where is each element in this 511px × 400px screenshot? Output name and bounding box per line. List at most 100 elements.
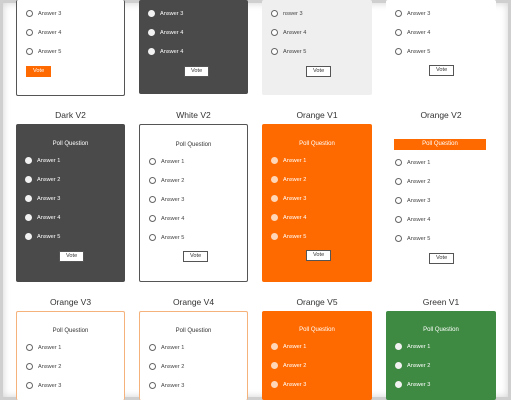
answer-option[interactable]: Answer 1 [395, 343, 430, 350]
radio-icon[interactable] [271, 157, 278, 164]
radio-icon[interactable] [271, 195, 278, 202]
radio-icon[interactable] [271, 381, 278, 388]
radio-icon[interactable] [149, 344, 156, 351]
answer-option[interactable]: Answer 2 [271, 362, 306, 369]
answer-option[interactable]: Answer 3 [26, 10, 61, 17]
radio-icon[interactable] [395, 216, 402, 223]
answer-option[interactable]: Answer 5 [149, 234, 184, 241]
answer-option[interactable]: Answer 1 [395, 159, 430, 166]
radio-icon[interactable] [148, 10, 155, 17]
answer-option[interactable]: Answer 4 [148, 48, 183, 55]
vote-button[interactable]: Vote [26, 66, 52, 77]
answer-option[interactable]: Answer 3 [149, 196, 184, 203]
vote-button[interactable]: Vote [429, 65, 455, 76]
answer-option[interactable]: Answer 3 [395, 197, 430, 204]
answer-option[interactable]: Answer 1 [149, 158, 184, 165]
answer-option[interactable]: Answer 5 [395, 48, 430, 55]
radio-icon[interactable] [271, 233, 278, 240]
radio-icon[interactable] [395, 381, 402, 388]
radio-icon[interactable] [149, 177, 156, 184]
radio-icon[interactable] [25, 157, 32, 164]
answer-option[interactable]: Answer 4 [271, 29, 306, 36]
answer-option[interactable]: Answer 2 [271, 176, 306, 183]
answer-option[interactable]: Answer 5 [395, 235, 430, 242]
vote-button[interactable]: Vote [429, 253, 455, 264]
answer-option[interactable]: Answer 3 [25, 195, 60, 202]
answer-option[interactable]: Answer 2 [149, 363, 184, 370]
radio-icon[interactable] [395, 48, 402, 55]
vote-button[interactable]: Vote [59, 251, 85, 262]
radio-icon[interactable] [271, 362, 278, 369]
radio-icon[interactable] [25, 214, 32, 221]
radio-icon[interactable] [271, 214, 278, 221]
answer-option[interactable]: Answer 2 [395, 362, 430, 369]
answer-option[interactable]: Answer 4 [26, 29, 61, 36]
answer-option[interactable]: Answer 4 [395, 216, 430, 223]
radio-icon[interactable] [148, 48, 155, 55]
radio-icon[interactable] [271, 48, 278, 55]
radio-icon[interactable] [395, 178, 402, 185]
radio-icon[interactable] [26, 344, 33, 351]
answer-option[interactable]: Answer 5 [26, 48, 61, 55]
answer-option[interactable]: Answer 3 [148, 10, 183, 17]
answer-option[interactable]: Answer 3 [395, 10, 430, 17]
radio-icon[interactable] [395, 159, 402, 166]
answer-option[interactable]: Answer 1 [271, 343, 306, 350]
answer-option[interactable]: Answer 4 [395, 29, 430, 36]
radio-icon[interactable] [148, 29, 155, 36]
radio-icon[interactable] [395, 197, 402, 204]
radio-icon[interactable] [25, 233, 32, 240]
radio-icon[interactable] [149, 234, 156, 241]
radio-icon[interactable] [271, 29, 278, 36]
vote-button[interactable]: Vote [184, 66, 210, 77]
answer-option[interactable]: Answer 4 [148, 29, 183, 36]
answer-option[interactable]: Answer 3 [395, 381, 430, 388]
radio-icon[interactable] [395, 362, 402, 369]
radio-icon[interactable] [395, 29, 402, 36]
answer-option[interactable]: Answer 2 [25, 176, 60, 183]
radio-icon[interactable] [149, 158, 156, 165]
radio-icon[interactable] [26, 10, 33, 17]
answer-option[interactable]: nswer 3 [271, 10, 303, 17]
vote-button[interactable]: Vote [306, 250, 332, 261]
answer-option[interactable]: Answer 3 [26, 382, 61, 389]
answer-label: Answer 4 [407, 216, 431, 223]
answer-option[interactable]: Answer 1 [25, 157, 60, 164]
radio-icon[interactable] [26, 363, 33, 370]
radio-icon[interactable] [26, 48, 33, 55]
card-body: Poll Question Answer 1 Answer 2 Answer 3 [139, 311, 248, 400]
radio-icon[interactable] [395, 235, 402, 242]
answer-option[interactable]: Answer 1 [271, 157, 306, 164]
answer-label: Answer 2 [407, 362, 431, 369]
radio-icon[interactable] [26, 29, 33, 36]
radio-icon[interactable] [271, 343, 278, 350]
answer-option[interactable]: Answer 4 [271, 214, 306, 221]
radio-icon[interactable] [25, 176, 32, 183]
radio-icon[interactable] [149, 215, 156, 222]
vote-button[interactable]: Vote [183, 251, 209, 262]
answer-option[interactable]: Answer 2 [395, 178, 430, 185]
answer-option[interactable]: Answer 3 [149, 382, 184, 389]
answer-label: Answer 5 [161, 234, 185, 241]
answer-option[interactable]: Answer 3 [271, 195, 306, 202]
radio-icon[interactable] [149, 196, 156, 203]
answer-option[interactable]: Answer 4 [149, 215, 184, 222]
radio-icon[interactable] [26, 382, 33, 389]
answer-option[interactable]: Answer 5 [25, 233, 60, 240]
answer-option[interactable]: Answer 5 [271, 48, 306, 55]
radio-icon[interactable] [395, 343, 402, 350]
radio-icon[interactable] [149, 382, 156, 389]
answer-option[interactable]: Answer 2 [149, 177, 184, 184]
answer-option[interactable]: Answer 5 [271, 233, 306, 240]
answer-option[interactable]: Answer 4 [25, 214, 60, 221]
answer-option[interactable]: Answer 2 [26, 363, 61, 370]
answer-option[interactable]: Answer 1 [26, 344, 61, 351]
answer-option[interactable]: Answer 1 [149, 344, 184, 351]
radio-icon[interactable] [25, 195, 32, 202]
radio-icon[interactable] [271, 10, 278, 17]
vote-button[interactable]: Vote [306, 66, 332, 77]
radio-icon[interactable] [149, 363, 156, 370]
answer-option[interactable]: Answer 3 [271, 381, 306, 388]
radio-icon[interactable] [395, 10, 402, 17]
radio-icon[interactable] [271, 176, 278, 183]
